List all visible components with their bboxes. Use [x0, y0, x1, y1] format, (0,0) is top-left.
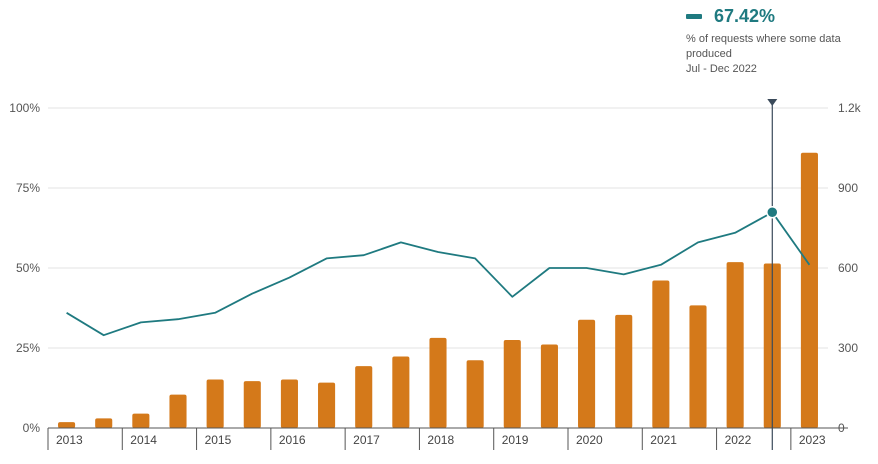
- highlight-point: [766, 206, 779, 219]
- left-axis-ticks: 0% 25% 50% 75% 100%: [9, 101, 40, 435]
- bar-series: [58, 152, 818, 429]
- left-tick-label: 0%: [23, 421, 41, 435]
- bar: [243, 381, 261, 428]
- bar: [615, 314, 633, 428]
- bar: [578, 319, 596, 428]
- bar: [95, 418, 113, 428]
- x-tick-label: 2016: [279, 433, 306, 447]
- x-tick-label: 2019: [502, 433, 529, 447]
- legend-swatch: [686, 14, 702, 19]
- left-tick-label: 100%: [9, 101, 40, 115]
- legend-description: % of requests where some data produced: [686, 33, 841, 60]
- bar: [689, 305, 707, 428]
- right-tick-label: 1.2k: [838, 101, 862, 115]
- line-path: [66, 211, 811, 337]
- left-tick-label: 25%: [16, 341, 40, 355]
- hover-cursor[interactable]: [767, 99, 778, 450]
- legend: 67.42% % of requests where some data pro…: [686, 6, 876, 77]
- bar: [652, 280, 670, 428]
- x-tick-label: 2022: [725, 433, 752, 447]
- right-tick-label: 900: [838, 181, 858, 195]
- x-tick-label: 2018: [427, 433, 454, 447]
- x-tick-label: 2014: [130, 433, 157, 447]
- x-tick-label: 2020: [576, 433, 603, 447]
- bar: [726, 262, 744, 428]
- bar: [355, 366, 373, 428]
- x-axis: 2013 2014 2015 2016 2017 2018 2019 2020 2021 2022…: [47, 427, 848, 450]
- bar: [206, 379, 224, 428]
- legend-period: Jul - Dec 2022: [686, 63, 757, 75]
- line-series: [66, 206, 811, 337]
- x-tick-label: 2013: [56, 433, 83, 447]
- bar: [503, 340, 521, 428]
- bar: [280, 379, 298, 428]
- bar: [429, 337, 447, 428]
- cursor-marker: [767, 99, 778, 106]
- left-tick-label: 75%: [16, 181, 40, 195]
- bar: [540, 344, 558, 428]
- bar: [169, 394, 187, 428]
- bar: [318, 382, 336, 428]
- legend-value: 67.42%: [714, 6, 776, 26]
- right-tick-label: 600: [838, 261, 858, 275]
- bar: [392, 356, 410, 428]
- bar: [58, 422, 76, 428]
- x-tick-label: 2023: [799, 433, 826, 447]
- x-tick-label: 2021: [650, 433, 677, 447]
- x-tick-label: 2017: [353, 433, 380, 447]
- right-tick-label: 300: [838, 341, 858, 355]
- x-tick-label: 2015: [205, 433, 232, 447]
- bar: [132, 413, 150, 428]
- bar: [800, 152, 818, 429]
- bar: [466, 360, 484, 428]
- left-tick-label: 50%: [16, 261, 40, 275]
